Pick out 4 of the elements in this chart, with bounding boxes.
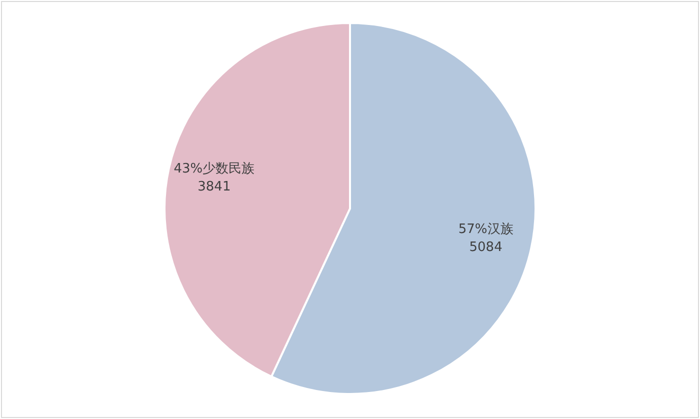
text: 43%少数民族	[174, 162, 255, 177]
text: 57%汉族	[458, 222, 514, 238]
data-label: 5084	[469, 240, 502, 256]
data-label: 3841	[198, 180, 231, 195]
